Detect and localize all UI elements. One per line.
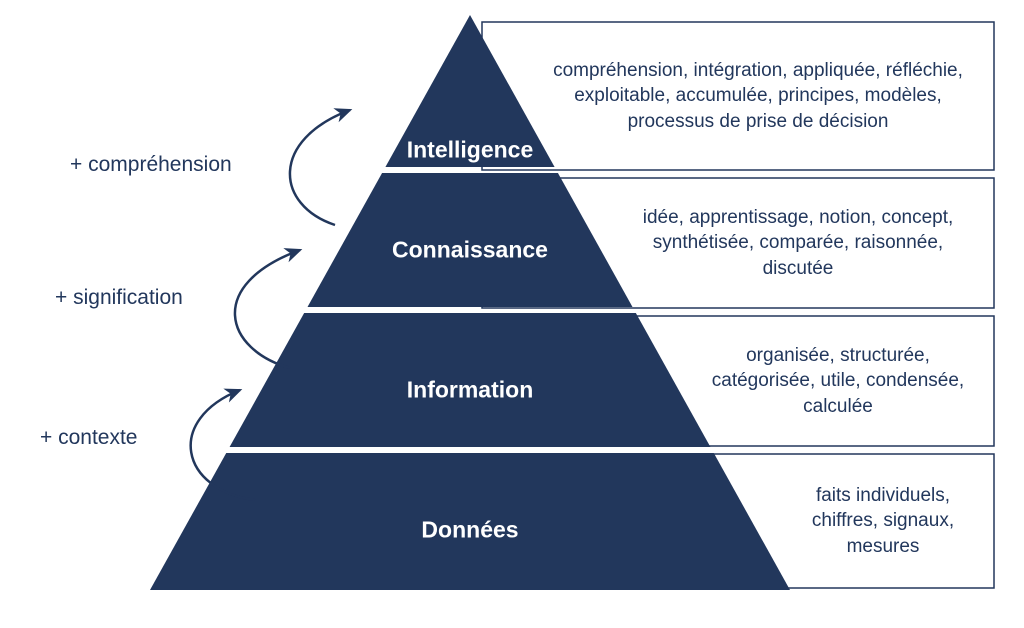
desc-text-information: organisée, structurée, catégorisée, util… [702,316,974,446]
desc-text-connaissance: idée, apprentissage, notion, concept, sy… [622,178,974,308]
desc-text-content-intelligence: compréhension, intégration, appliquée, r… [542,58,974,135]
arrow-label-contexte: + contexte [40,426,137,450]
desc-text-content-information: organisée, structurée, catégorisée, util… [702,343,974,420]
arrow-comprehension [290,110,350,225]
level-label-information: Information [407,377,534,404]
desc-text-donnees: faits individuels, chiffres, signaux, me… [792,454,974,588]
desc-text-intelligence: compréhension, intégration, appliquée, r… [542,22,974,170]
arrow-label-signification: + signification [55,286,183,310]
desc-text-content-donnees: faits individuels, chiffres, signaux, me… [792,483,974,560]
desc-text-content-connaissance: idée, apprentissage, notion, concept, sy… [622,205,974,282]
level-label-intelligence: Intelligence [407,137,534,164]
arrow-label-comprehension: + compréhension [70,153,232,177]
level-label-donnees: Données [421,517,518,544]
level-label-connaissance: Connaissance [392,237,548,264]
dikw-pyramid-diagram: Intelligence Connaissance Information Donné… [0,0,1024,628]
